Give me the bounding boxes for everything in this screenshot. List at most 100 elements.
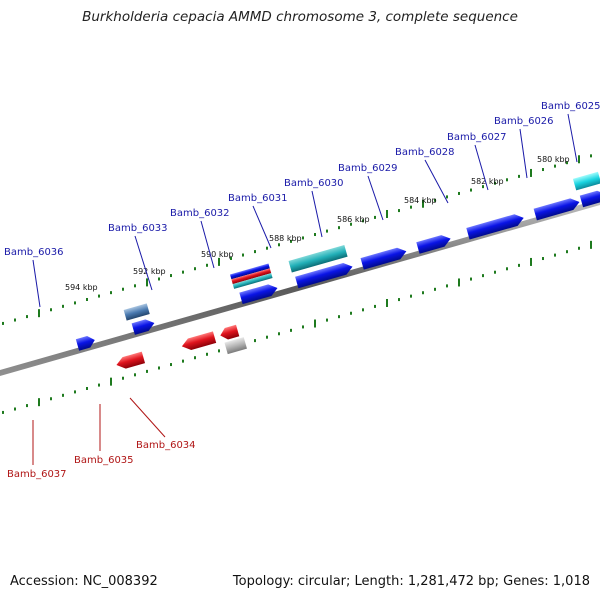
tick-mark bbox=[170, 274, 172, 278]
tick-mark bbox=[362, 308, 364, 312]
tick-mark bbox=[86, 297, 88, 301]
gene-arrow bbox=[295, 263, 353, 289]
tick-mark bbox=[38, 398, 40, 407]
tick-mark bbox=[218, 349, 220, 353]
tick-mark bbox=[314, 319, 316, 328]
gene-label[interactable]: Bamb_6035 bbox=[74, 455, 134, 466]
tick-mark bbox=[2, 321, 4, 325]
kbp-tick-label: 592 kbp bbox=[133, 267, 166, 276]
tick-mark bbox=[182, 359, 184, 363]
gene-arrow bbox=[231, 268, 272, 285]
gene-arrow bbox=[232, 273, 273, 289]
tick-mark bbox=[74, 301, 76, 305]
tick-mark bbox=[506, 178, 508, 182]
tick-mark bbox=[410, 294, 412, 298]
gene-arrow bbox=[123, 303, 150, 321]
gene-label[interactable]: Bamb_6027 bbox=[447, 132, 507, 143]
tick-mark bbox=[266, 246, 268, 250]
tick-mark bbox=[50, 397, 52, 401]
tick-mark bbox=[350, 311, 352, 315]
gene-label[interactable]: Bamb_6028 bbox=[395, 147, 455, 158]
tick-mark bbox=[590, 240, 592, 249]
gene-arrow bbox=[239, 284, 278, 305]
tick-mark bbox=[266, 335, 268, 339]
map-title: Burkholderia cepacia AMMD chromosome 3, … bbox=[82, 9, 518, 25]
tick-mark bbox=[506, 267, 508, 271]
tick-mark bbox=[482, 274, 484, 278]
gene-label[interactable]: Bamb_6026 bbox=[494, 116, 554, 127]
tick-mark bbox=[578, 155, 580, 164]
tick-mark bbox=[386, 209, 388, 218]
tick-mark bbox=[434, 198, 436, 202]
gene-label[interactable]: Bamb_6034 bbox=[136, 440, 196, 451]
tick-mark bbox=[554, 253, 556, 257]
tick-mark bbox=[362, 219, 364, 223]
tick-tracks bbox=[2, 154, 592, 414]
gene-label[interactable]: Bamb_6037 bbox=[7, 469, 67, 480]
tick-mark bbox=[326, 318, 328, 322]
tick-mark bbox=[14, 407, 16, 411]
gene-leader-line bbox=[424, 159, 449, 204]
gene-label[interactable]: Bamb_6030 bbox=[284, 178, 344, 189]
tick-mark bbox=[50, 308, 52, 312]
tick-mark bbox=[470, 277, 472, 281]
tick-mark bbox=[458, 191, 460, 195]
tick-mark bbox=[26, 315, 28, 319]
kbp-tick-label: 588 kbp bbox=[269, 234, 302, 243]
tick-mark bbox=[278, 332, 280, 336]
gene-leader-line bbox=[200, 220, 215, 269]
tick-mark bbox=[2, 410, 4, 414]
gene-arrow bbox=[181, 331, 217, 351]
gene-label[interactable]: Bamb_6029 bbox=[338, 163, 398, 174]
tick-mark bbox=[482, 185, 484, 189]
gene-leader-line bbox=[474, 144, 489, 191]
gene-arrow bbox=[116, 351, 146, 369]
gene-leader-line bbox=[367, 175, 384, 221]
gene-label[interactable]: Bamb_6036 bbox=[4, 247, 64, 258]
tick-mark bbox=[110, 377, 112, 386]
tick-mark bbox=[518, 263, 520, 267]
tick-mark bbox=[350, 222, 352, 226]
gene-label[interactable]: Bamb_6031 bbox=[228, 193, 288, 204]
tick-mark bbox=[290, 328, 292, 332]
tick-mark bbox=[62, 304, 64, 308]
tick-mark bbox=[290, 239, 292, 243]
tick-mark bbox=[566, 161, 568, 165]
gene-label[interactable]: Bamb_6032 bbox=[170, 208, 230, 219]
tick-mark bbox=[122, 287, 124, 291]
tick-mark bbox=[326, 229, 328, 233]
tick-mark bbox=[566, 250, 568, 254]
tick-mark bbox=[218, 257, 220, 266]
tick-mark bbox=[530, 257, 532, 266]
tick-mark bbox=[542, 257, 544, 261]
kbp-tick-label: 582 kbp bbox=[471, 177, 504, 186]
tick-mark bbox=[110, 291, 112, 295]
tick-mark bbox=[74, 390, 76, 394]
gene-label[interactable]: Bamb_6025 bbox=[541, 101, 600, 112]
gene-label[interactable]: Bamb_6033 bbox=[108, 223, 168, 234]
tick-mark bbox=[422, 291, 424, 295]
tick-mark bbox=[446, 284, 448, 288]
tick-mark bbox=[134, 373, 136, 377]
tick-mark bbox=[398, 209, 400, 213]
tick-mark bbox=[254, 250, 256, 254]
gene-arrow bbox=[533, 198, 580, 221]
gene-leader-line bbox=[519, 128, 528, 179]
tick-mark bbox=[374, 215, 376, 219]
gene-arrow bbox=[220, 324, 240, 340]
tick-mark bbox=[194, 356, 196, 360]
gene-arrow bbox=[131, 319, 155, 335]
tick-mark bbox=[254, 339, 256, 343]
tick-mark bbox=[386, 298, 388, 307]
tick-mark bbox=[206, 263, 208, 267]
gene-leader-line bbox=[252, 205, 272, 249]
gene-leader-line bbox=[129, 397, 166, 438]
tick-mark bbox=[554, 164, 556, 168]
tick-mark bbox=[158, 277, 160, 281]
tick-mark bbox=[182, 270, 184, 274]
tick-mark bbox=[98, 383, 100, 387]
topology-text: Topology: circular; Length: 1,281,472 bp… bbox=[232, 574, 590, 589]
tick-mark bbox=[134, 284, 136, 288]
tick-mark bbox=[14, 318, 16, 322]
gene-arrow bbox=[572, 171, 600, 191]
